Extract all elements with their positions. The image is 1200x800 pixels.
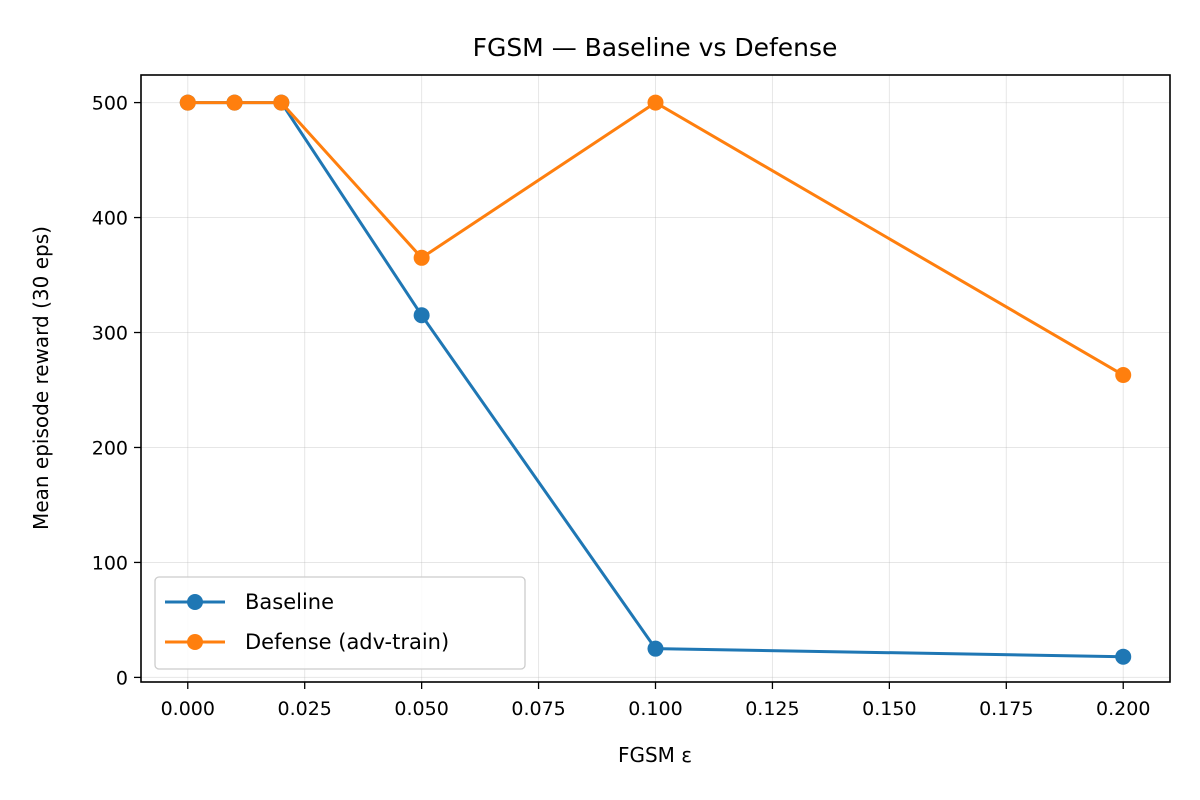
legend-box — [154, 576, 526, 670]
chart-title: FGSM — Baseline vs Defense — [473, 33, 838, 62]
data-point — [179, 94, 196, 111]
x-tick-label: 0.000 — [161, 698, 215, 720]
x-tick-label: 0.200 — [1096, 698, 1150, 720]
x-tick-label: 0.050 — [394, 698, 448, 720]
legend-entry: Defense (adv-train) — [165, 630, 449, 654]
axis-ticks: 0.000 0.025 0.050 0.075 0.100 0.125 0.150 0.175… — [92, 93, 1151, 720]
x-tick-label: 0.125 — [745, 698, 799, 720]
y-axis-label: Mean episode reward (30 eps) — [29, 226, 53, 530]
grid — [141, 75, 1170, 682]
y-tick-label: 0 — [116, 667, 128, 689]
y-tick-label: 100 — [92, 552, 128, 574]
data-point — [273, 94, 290, 111]
data-point — [647, 640, 664, 657]
y-tick-label: 500 — [92, 93, 128, 115]
data-point — [1115, 367, 1132, 384]
data-point — [226, 94, 243, 111]
series-defense — [179, 94, 1132, 384]
data-point — [413, 249, 430, 266]
y-tick-label: 400 — [92, 208, 128, 230]
legend-marker — [187, 634, 203, 650]
legend-marker — [187, 594, 203, 610]
x-tick-label: 0.150 — [862, 698, 916, 720]
x-tick-label: 0.025 — [278, 698, 332, 720]
data-point — [1115, 648, 1132, 665]
y-tick-label: 200 — [92, 437, 128, 459]
data-point — [413, 307, 430, 324]
legend-entry: Baseline — [165, 590, 334, 614]
data-point — [647, 94, 664, 111]
legend-label: Baseline — [245, 590, 334, 614]
x-tick-label: 0.175 — [979, 698, 1033, 720]
legend: Baseline Defense (adv-train) — [154, 576, 526, 670]
series-layer — [179, 94, 1132, 665]
x-axis-label: FGSM ε — [618, 743, 692, 767]
x-tick-label: 0.100 — [628, 698, 682, 720]
x-tick-label: 0.075 — [511, 698, 565, 720]
y-tick-label: 300 — [92, 323, 128, 345]
legend-label: Defense (adv-train) — [245, 630, 449, 654]
